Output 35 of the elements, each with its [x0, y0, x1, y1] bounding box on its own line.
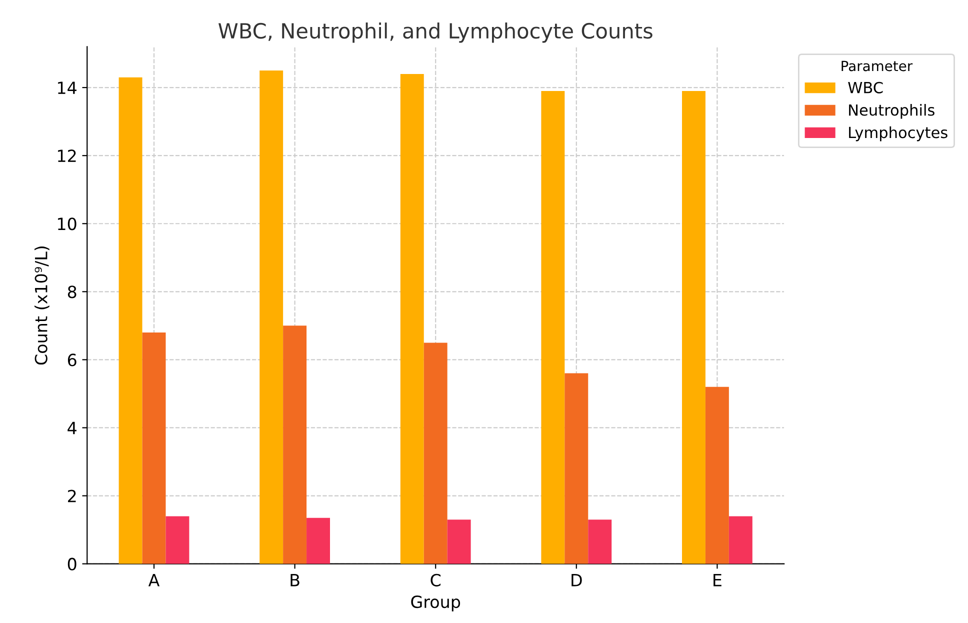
x-tick-label: C — [430, 574, 441, 586]
bar — [682, 90, 706, 564]
legend-label: WBC — [848, 82, 883, 94]
bar — [424, 342, 448, 564]
y-tick-label: 14 — [58, 82, 76, 94]
bar — [260, 70, 284, 564]
y-tick-label: 4 — [68, 422, 76, 434]
bar — [118, 77, 142, 564]
bar — [283, 326, 307, 564]
bar — [400, 74, 424, 564]
bar — [166, 516, 190, 564]
bar — [705, 386, 729, 564]
bar — [728, 516, 752, 564]
legend-title: Parameter — [842, 60, 913, 72]
chart-title: WBC, Neutrophil, and Lymphocyte Counts — [218, 22, 652, 43]
x-tick-label: D — [572, 574, 582, 586]
bar — [541, 90, 565, 564]
y-tick-label: 2 — [68, 490, 76, 502]
x-tick-label: E — [714, 574, 722, 586]
y-tick-label: 12 — [58, 150, 76, 162]
legend-label: Neutrophils — [849, 104, 934, 119]
y-tick-label: 0 — [68, 558, 76, 570]
y-tick-label: 8 — [68, 286, 76, 298]
x-tick-label: B — [290, 574, 300, 586]
bar — [142, 332, 166, 564]
y-axis-title: Count (x10⁹/L) — [34, 246, 50, 365]
x-tick-label: A — [148, 574, 160, 586]
legend-label: Lymphocytes — [849, 126, 948, 142]
x-axis-title: Group — [411, 596, 460, 612]
bar — [564, 373, 588, 564]
y-tick-label: 10 — [58, 218, 76, 230]
y-tick-label: 6 — [68, 354, 76, 366]
bar — [447, 520, 471, 564]
bar — [306, 518, 330, 564]
bar — [588, 520, 612, 564]
